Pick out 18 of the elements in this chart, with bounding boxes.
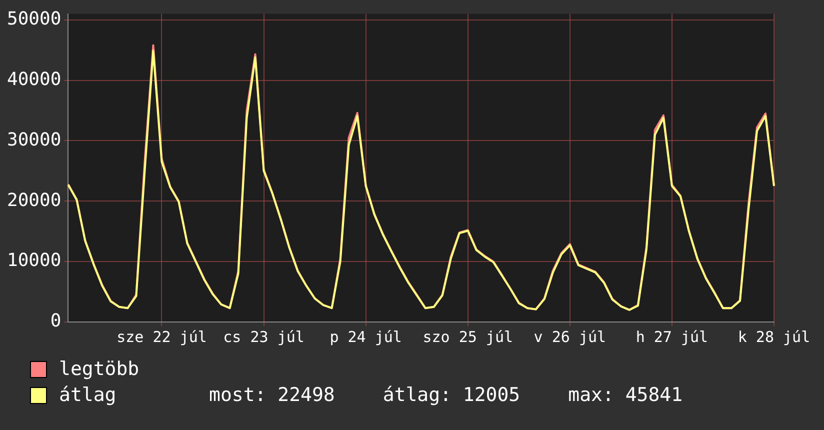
- legend-label: legtöbb: [59, 358, 140, 380]
- x-tick-label: sze 22 júl: [116, 328, 207, 346]
- text: most: 22498: [209, 384, 335, 406]
- x-tick-label: p 24 júl: [330, 328, 402, 346]
- text: max: 45841: [568, 384, 683, 406]
- y-tick-label: 0: [50, 310, 62, 332]
- y-tick-label: 50000: [6, 8, 62, 30]
- x-tick-label: cs 23 júl: [223, 328, 304, 346]
- x-tick-label: h 27 júl: [636, 328, 708, 346]
- y-tick-label: 30000: [6, 129, 62, 150]
- y-tick-label: 10000: [6, 250, 62, 272]
- x-tick-label: v 26 júl: [534, 328, 606, 346]
- y-tick-label: 40000: [6, 68, 62, 90]
- x-tick-label: k 28 júl: [738, 328, 810, 346]
- y-tick-label: 20000: [6, 190, 62, 211]
- text: átlag: 12005: [382, 384, 520, 406]
- x-tick-label: szo 25 júl: [422, 328, 514, 346]
- legend-label: átlag: [59, 384, 118, 406]
